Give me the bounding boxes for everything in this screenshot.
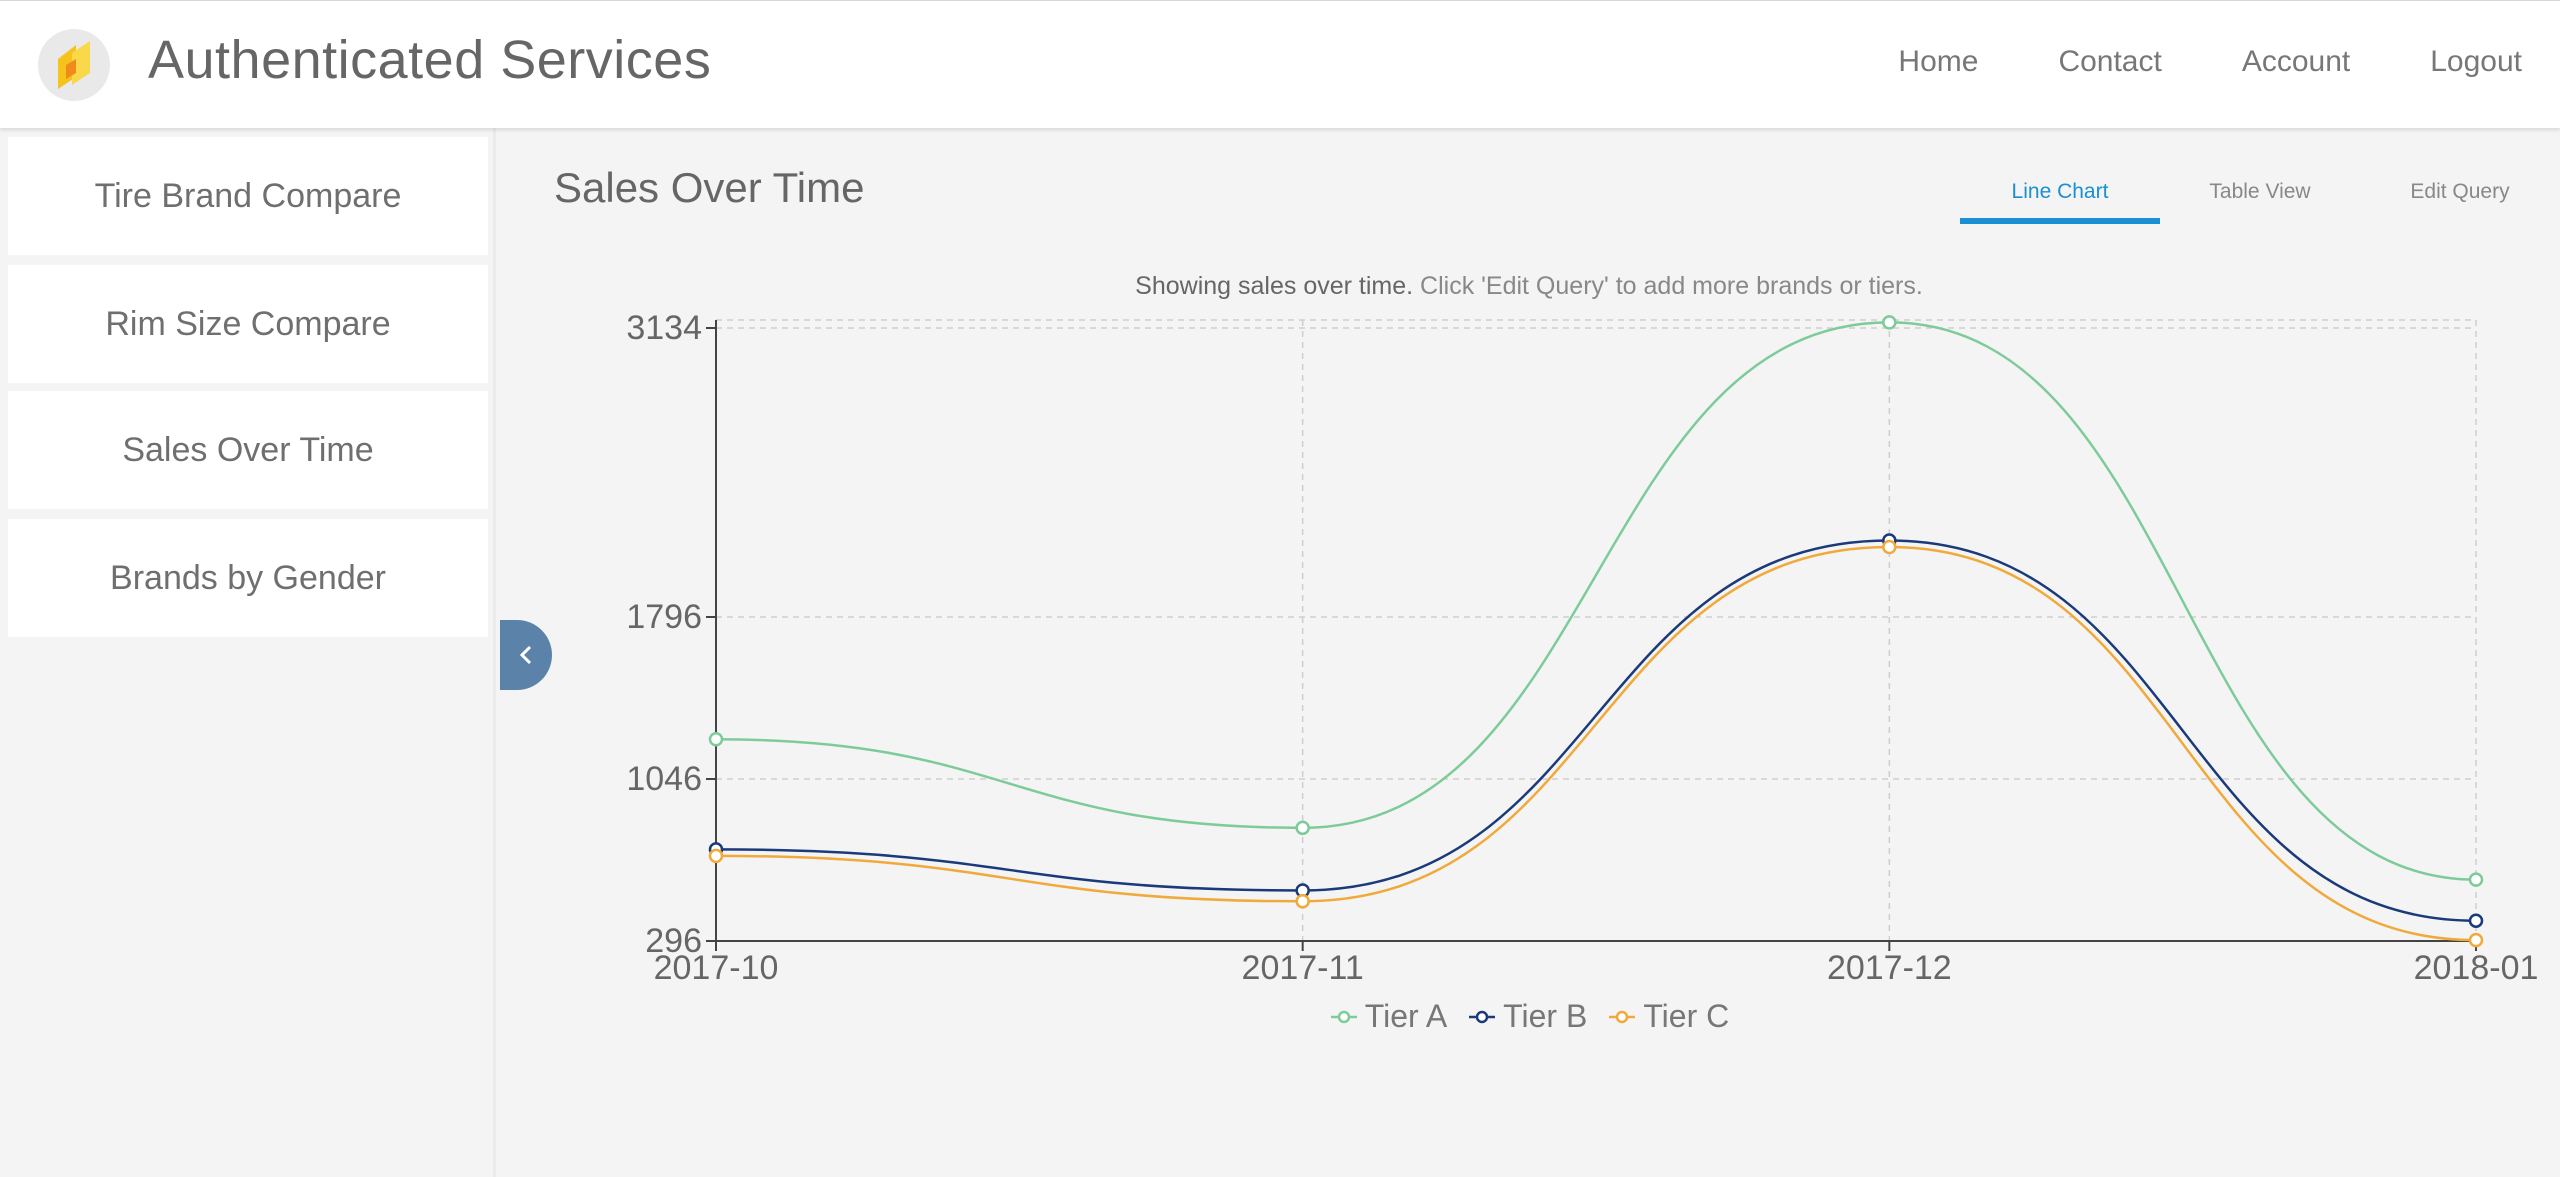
y-tick-label: 1046 [626,760,702,798]
data-point [1297,822,1309,834]
sidebar-item-rim-size-compare[interactable]: Rim Size Compare [8,265,488,383]
data-point [710,850,722,862]
legend-item[interactable]: Tier B [1467,998,1587,1035]
app-logo-icon[interactable] [38,29,110,101]
nav-contact-link[interactable]: Contact [2058,45,2161,79]
circle-line-icon [1329,1007,1359,1027]
y-tick-label: 3134 [626,309,702,347]
data-point [2470,915,2482,927]
data-point [710,733,722,745]
legend-label: Tier A [1365,998,1447,1035]
app-header: Authenticated Services Home Contact Acco… [0,0,2560,128]
x-tick-label: 2017-12 [1827,949,1952,987]
data-point [2470,934,2482,946]
circle-line-icon [1607,1007,1637,1027]
sidebar-item-sales-over-time[interactable]: Sales Over Time [8,391,488,509]
sidebar-item-brands-by-gender[interactable]: Brands by Gender [8,519,488,637]
series-line [716,547,2476,940]
legend-label: Tier B [1503,998,1587,1035]
data-point [1883,316,1895,328]
x-tick-label: 2017-10 [654,949,779,987]
legend-item[interactable]: Tier C [1607,998,1729,1035]
legend-label: Tier C [1643,998,1729,1035]
x-tick-label: 2018-01 [2414,949,2539,987]
nav-account-link[interactable]: Account [2242,45,2350,79]
data-point [1883,541,1895,553]
series-line [716,322,2476,879]
app-title: Authenticated Services [148,29,711,91]
nav-home-link[interactable]: Home [1898,45,1978,79]
x-tick-label: 2017-11 [1242,949,1364,987]
sidebar-item-tire-brand-compare[interactable]: Tire Brand Compare [8,137,488,255]
circle-line-icon [1467,1007,1497,1027]
main-content: Sales Over Time Line Chart Table View Ed… [498,128,2560,1177]
sidebar: Tire Brand Compare Rim Size Compare Sale… [0,128,496,1177]
top-nav: Home Contact Account Logout [1898,45,2522,79]
chart-legend: Tier A Tier B Tier C [498,998,2560,1035]
y-tick-label: 1796 [626,598,702,636]
data-point [1297,895,1309,907]
series-line [716,541,2476,921]
chevron-left-icon [516,641,536,669]
legend-item[interactable]: Tier A [1329,998,1447,1035]
nav-logout-link[interactable]: Logout [2430,45,2522,79]
data-point [2470,874,2482,886]
